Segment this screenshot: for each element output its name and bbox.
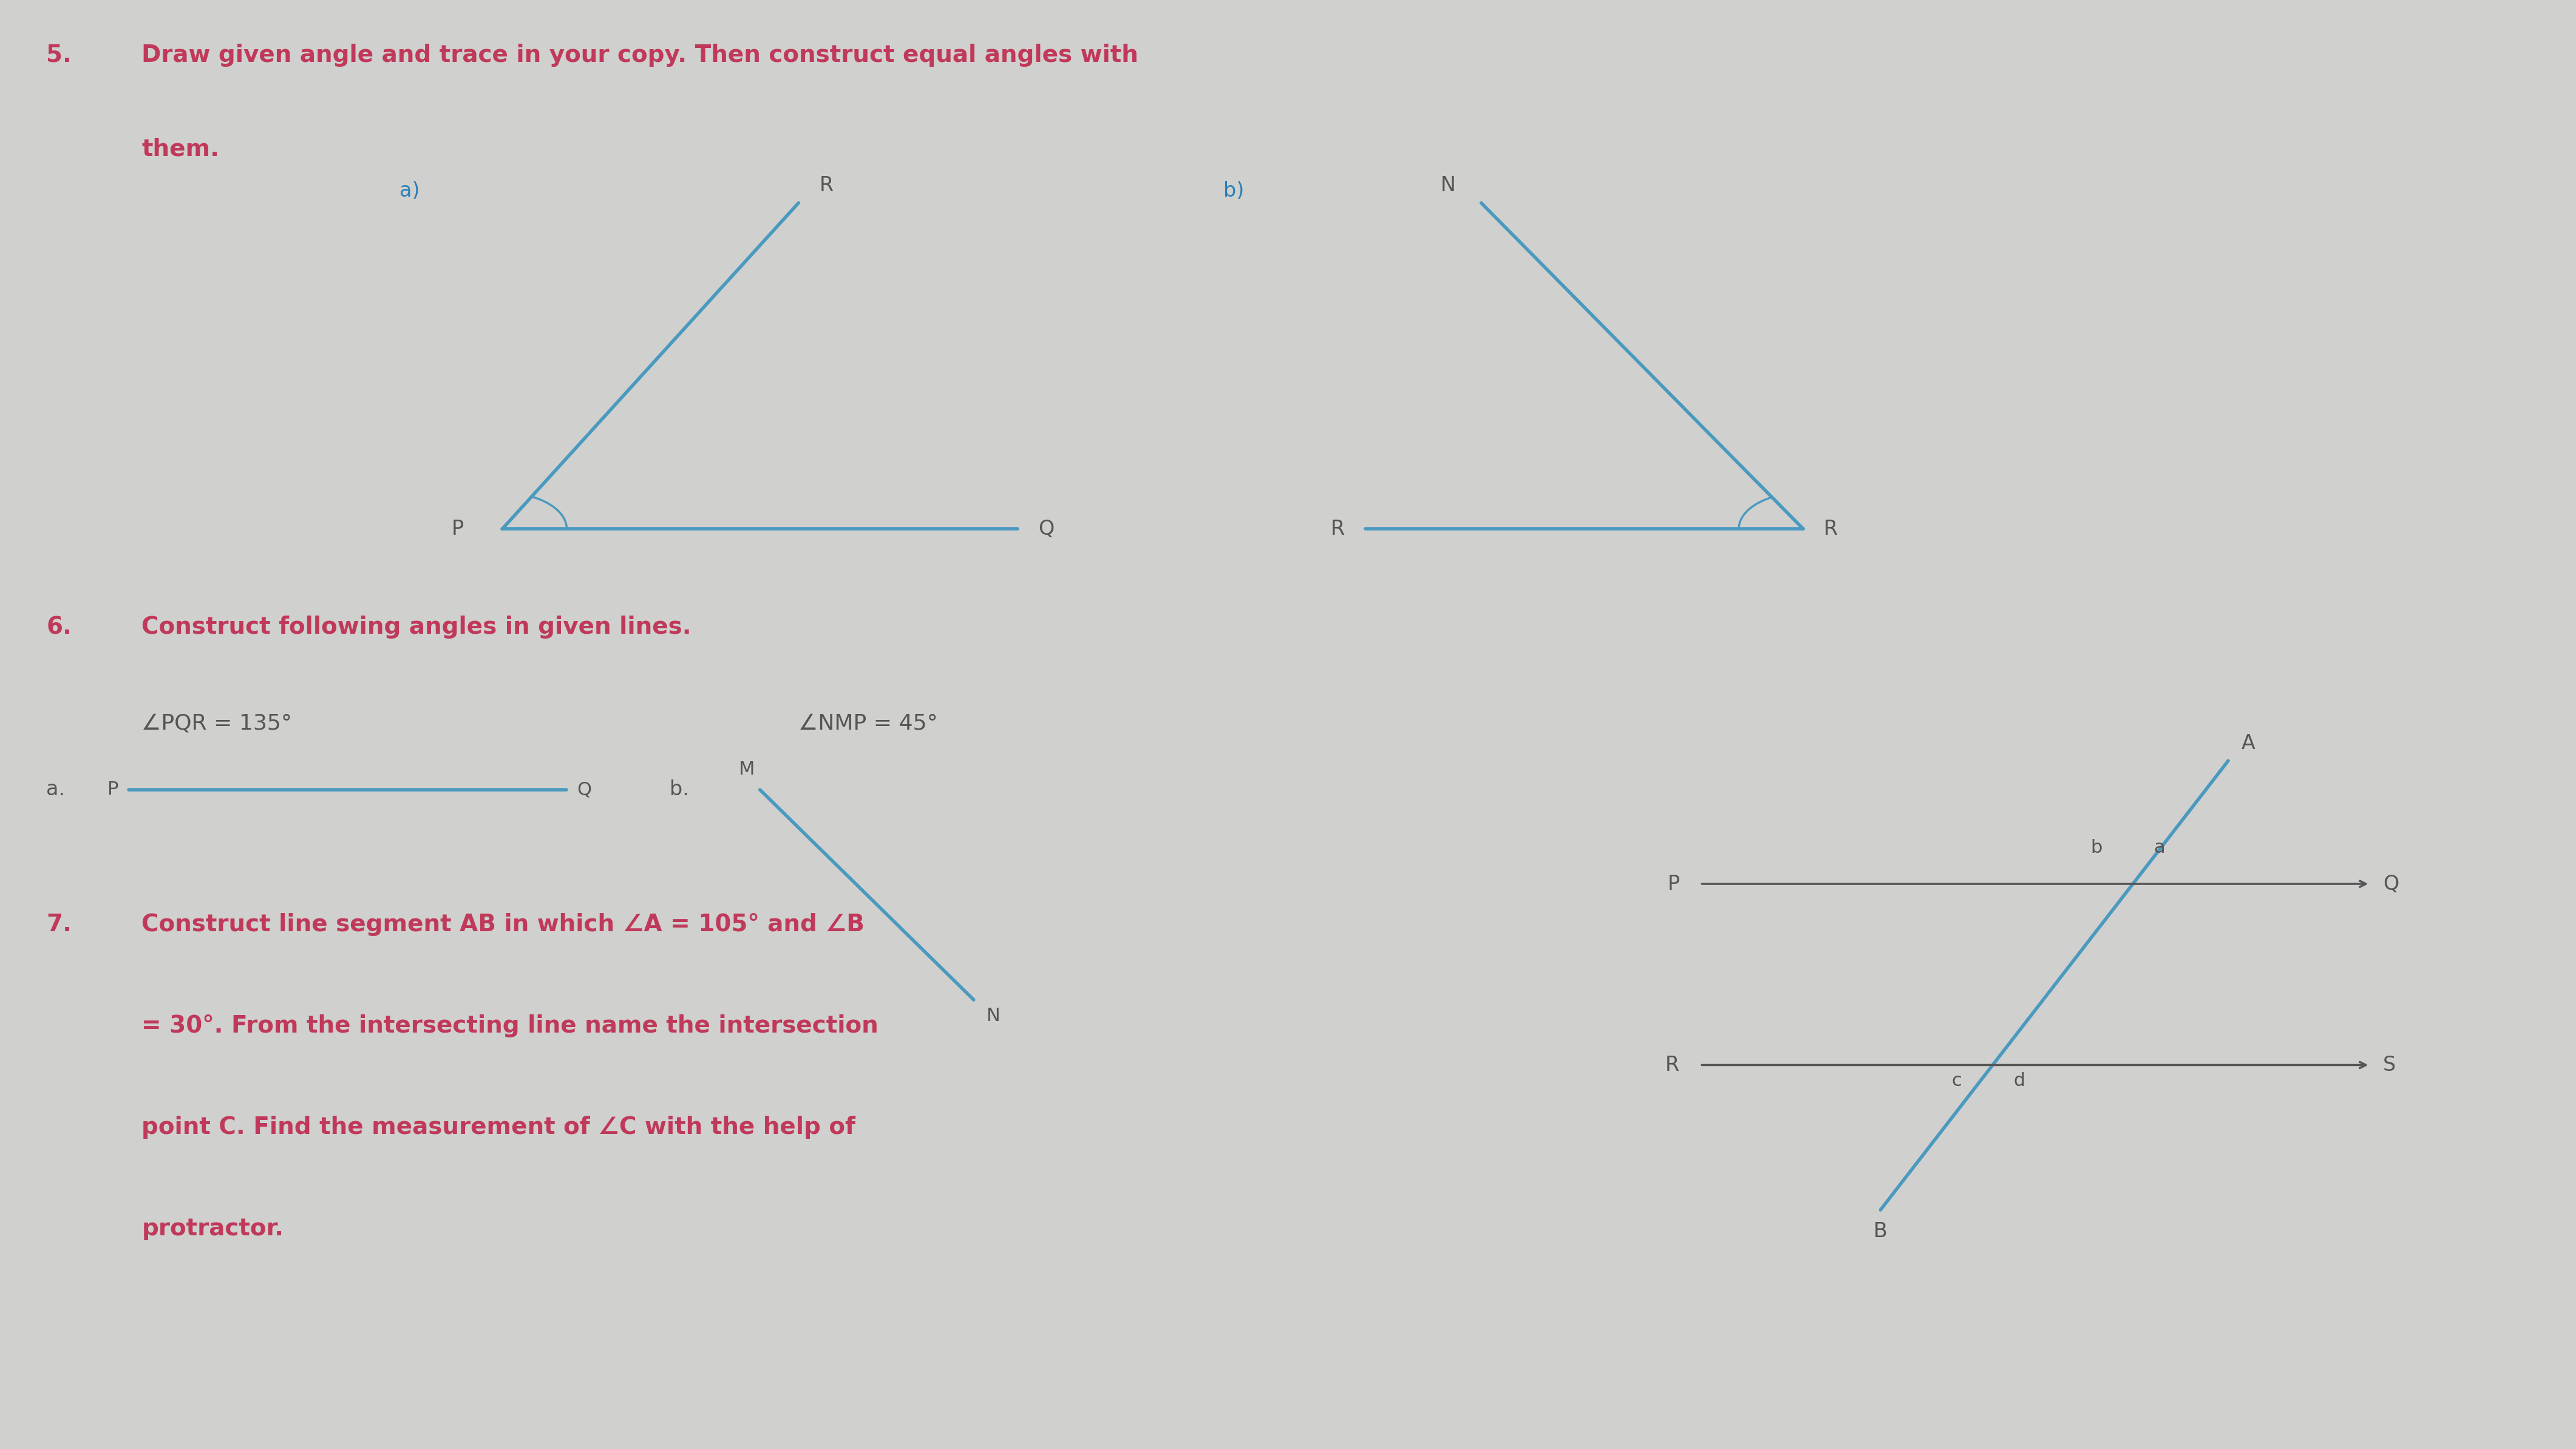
Text: 5.: 5. <box>46 43 72 67</box>
Text: B: B <box>1873 1222 1888 1242</box>
Text: P: P <box>108 781 118 798</box>
Text: point C. Find the measurement of ∠C with the help of: point C. Find the measurement of ∠C with… <box>142 1116 855 1139</box>
Text: Q: Q <box>1038 519 1054 539</box>
Text: a.: a. <box>46 780 64 800</box>
Text: = 30°. From the intersecting line name the intersection: = 30°. From the intersecting line name t… <box>142 1014 878 1037</box>
Text: M: M <box>739 761 755 778</box>
Text: Draw given angle and trace in your copy. Then construct equal angles with: Draw given angle and trace in your copy.… <box>142 43 1139 67</box>
Text: P: P <box>451 519 464 539</box>
Text: Q: Q <box>577 781 592 798</box>
Text: 7.: 7. <box>46 913 72 936</box>
Text: Construct line segment AB in which ∠A = 105° and ∠B: Construct line segment AB in which ∠A = … <box>142 913 866 936</box>
Text: d: d <box>2014 1072 2025 1090</box>
Text: ∠PQR = 135°: ∠PQR = 135° <box>142 713 291 733</box>
Text: Q: Q <box>2383 874 2398 894</box>
Text: A: A <box>2241 733 2254 753</box>
Text: a: a <box>2154 839 2164 856</box>
Text: Construct following angles in given lines.: Construct following angles in given line… <box>142 616 690 639</box>
Text: ∠NMP = 45°: ∠NMP = 45° <box>799 713 938 733</box>
Text: b.: b. <box>670 780 690 800</box>
Text: 6.: 6. <box>46 616 72 639</box>
Text: b): b) <box>1224 181 1244 201</box>
Text: R: R <box>819 175 832 196</box>
Text: R: R <box>1332 519 1345 539</box>
Text: R: R <box>1824 519 1837 539</box>
Text: protractor.: protractor. <box>142 1217 283 1240</box>
Text: b: b <box>2089 839 2102 856</box>
Text: R: R <box>1667 1055 1680 1075</box>
Text: N: N <box>1440 175 1455 196</box>
Text: a): a) <box>399 181 420 201</box>
Text: them.: them. <box>142 138 219 161</box>
Text: N: N <box>987 1007 999 1024</box>
Text: P: P <box>1667 874 1680 894</box>
Text: S: S <box>2383 1055 2396 1075</box>
Text: c: c <box>1953 1072 1963 1090</box>
